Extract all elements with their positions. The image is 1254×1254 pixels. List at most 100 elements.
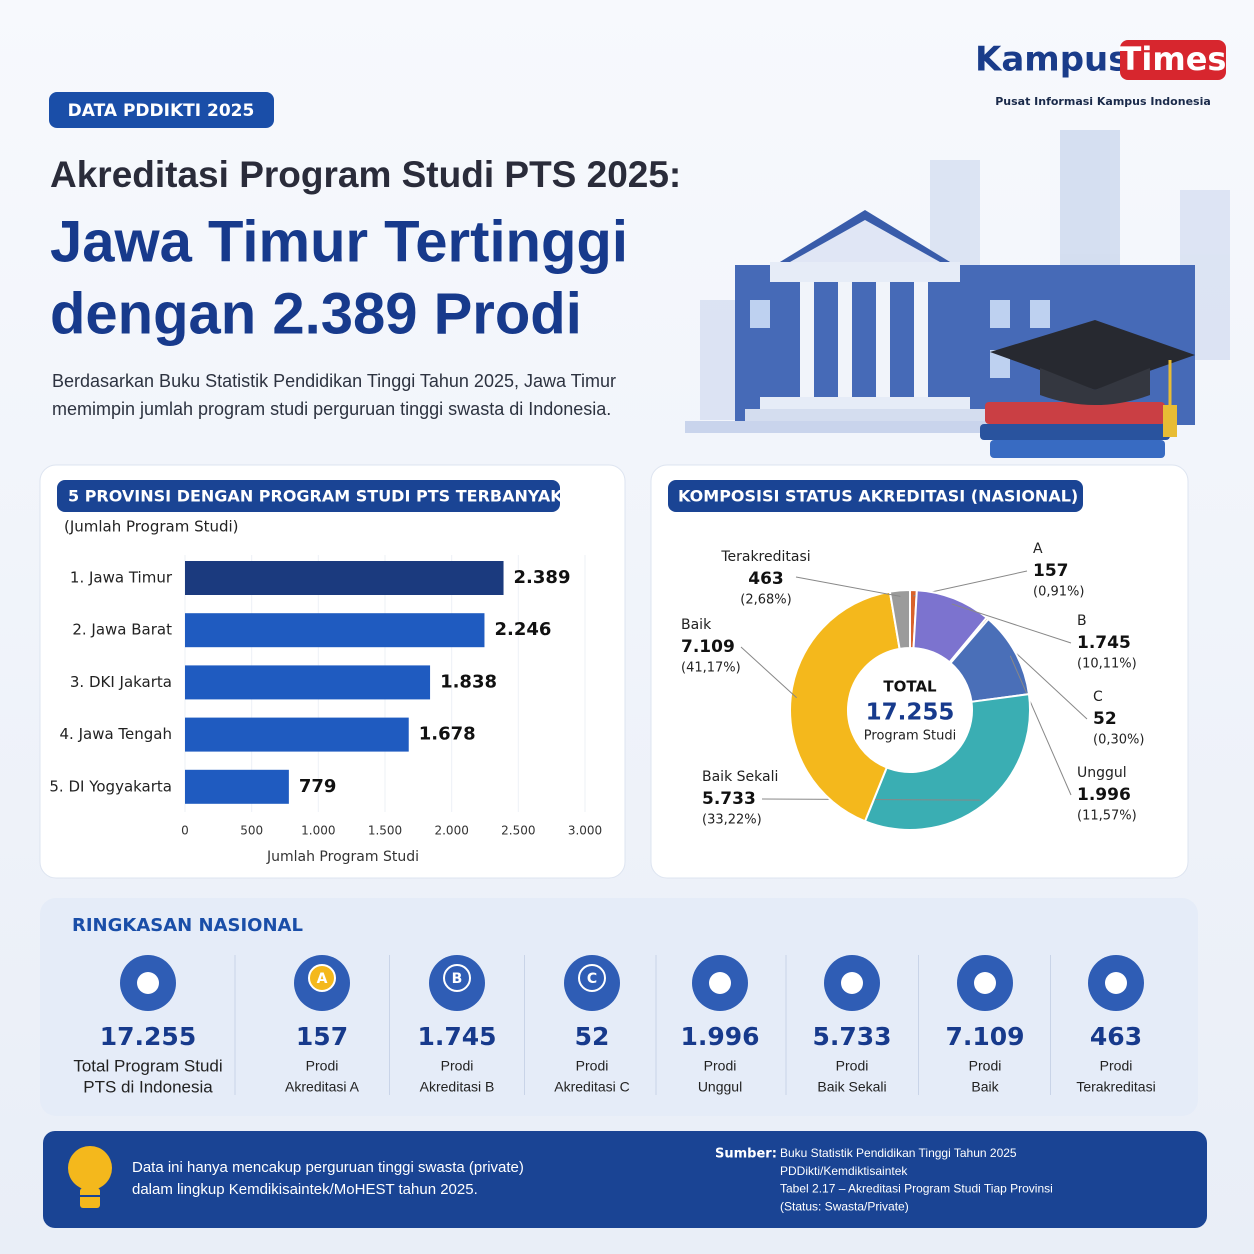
summary-caption: Baik Sekali bbox=[817, 1079, 886, 1095]
leader-line bbox=[740, 646, 797, 699]
center-caption: Program Studi bbox=[864, 729, 956, 744]
description: memimpin jumlah program studi perguruan … bbox=[52, 399, 611, 419]
segment-value: 1.996 bbox=[1077, 785, 1131, 805]
footer-note: Data ini hanya mencakup perguruan tinggi… bbox=[132, 1159, 524, 1176]
value-label: 779 bbox=[299, 776, 337, 797]
summary-panel bbox=[40, 898, 1198, 1116]
donut-panel bbox=[650, 464, 1189, 879]
bar bbox=[185, 769, 289, 804]
summary-value: 157 bbox=[296, 1022, 348, 1051]
segment-percent: (11,57%) bbox=[1077, 809, 1137, 824]
bulb-icon bbox=[68, 1146, 112, 1208]
segment-name: Terakreditasi bbox=[720, 549, 810, 565]
summary-caption: Prodi bbox=[576, 1058, 609, 1074]
segment-name: A bbox=[1033, 541, 1043, 557]
category-label: 2. Jawa Barat bbox=[72, 621, 172, 639]
icon-glyph bbox=[841, 972, 863, 994]
icon-medal bbox=[308, 964, 336, 992]
summary-caption: Prodi bbox=[1100, 1058, 1133, 1074]
summary-caption: Baik bbox=[971, 1079, 999, 1095]
footer-panel bbox=[43, 1131, 1207, 1228]
segment-value: 1.745 bbox=[1077, 633, 1131, 653]
panel-title-bg bbox=[668, 480, 1083, 512]
summary-caption: Unggul bbox=[698, 1079, 742, 1095]
category-label: 3. DKI Jakarta bbox=[70, 673, 172, 691]
segment-name: Unggul bbox=[1077, 765, 1127, 781]
icon-glyph bbox=[1105, 972, 1127, 994]
panel-subtitle: (Jumlah Program Studi) bbox=[64, 518, 239, 536]
donut-segment bbox=[863, 693, 1031, 831]
leader-line bbox=[795, 576, 901, 597]
icon-letter: B bbox=[452, 971, 463, 987]
summary-value: 5.733 bbox=[812, 1022, 891, 1051]
value-label: 2.389 bbox=[514, 567, 571, 588]
category-label: 1. Jawa Timur bbox=[70, 569, 173, 587]
summary-caption: Terakreditasi bbox=[1076, 1079, 1155, 1095]
x-axis-label: Jumlah Program Studi bbox=[266, 849, 419, 865]
summary-caption: Total Program Studi bbox=[73, 1056, 222, 1075]
footer-note: dalam lingkup Kemdikisaintek/MoHEST tahu… bbox=[132, 1181, 478, 1198]
source-line: PDDikti/Kemdiktisaintek bbox=[780, 1164, 908, 1178]
bar bbox=[185, 561, 504, 595]
description: Berdasarkan Buku Statistik Pendidikan Ti… bbox=[52, 371, 616, 391]
icon-medal bbox=[578, 964, 606, 992]
logo-right: Times bbox=[1120, 40, 1227, 78]
x-tick-label: 1.500 bbox=[368, 824, 402, 838]
summary-title: RINGKASAN NASIONAL bbox=[72, 915, 303, 936]
icon-letter: C bbox=[587, 971, 597, 987]
leader-line bbox=[1009, 655, 1072, 796]
panel-title: 5 PROVINSI DENGAN PROGRAM STUDI PTS TERB… bbox=[68, 487, 563, 506]
segment-percent: (33,22%) bbox=[702, 813, 762, 828]
segment-percent: (10,11%) bbox=[1077, 657, 1137, 672]
segment-percent: (2,68%) bbox=[740, 593, 791, 608]
value-label: 1.838 bbox=[440, 671, 497, 692]
segment-value: 463 bbox=[748, 569, 784, 589]
segment-value: 7.109 bbox=[681, 637, 735, 657]
icon-glyph bbox=[709, 972, 731, 994]
segment-percent: (0,30%) bbox=[1093, 733, 1144, 748]
building-illustration bbox=[685, 130, 1230, 458]
segment-name: Baik Sekali bbox=[702, 769, 778, 785]
segment-value: 5.733 bbox=[702, 789, 756, 809]
category-label: 4. Jawa Tengah bbox=[60, 725, 173, 743]
segment-name: C bbox=[1093, 689, 1103, 705]
segment-value: 157 bbox=[1033, 561, 1069, 581]
summary-caption: Akreditasi B bbox=[420, 1079, 495, 1095]
segment-name: Baik bbox=[681, 617, 712, 633]
title-line: dengan 2.389 Prodi bbox=[50, 281, 582, 346]
panel-title: KOMPOSISI STATUS AKREDITASI (NASIONAL) bbox=[678, 487, 1078, 506]
source-line: Buku Statistik Pendidikan Tinggi Tahun 2… bbox=[780, 1146, 1017, 1160]
icon-glyph bbox=[974, 972, 996, 994]
bar bbox=[185, 613, 485, 648]
x-tick-label: 2.500 bbox=[501, 824, 535, 838]
summary-caption: Prodi bbox=[836, 1058, 869, 1074]
segment-percent: (41,17%) bbox=[681, 661, 741, 676]
tagline: Pusat Informasi Kampus Indonesia bbox=[995, 95, 1211, 108]
summary-caption: Prodi bbox=[969, 1058, 1002, 1074]
summary-icon bbox=[564, 955, 620, 1011]
summary-caption: Prodi bbox=[704, 1058, 737, 1074]
icon-glyph bbox=[137, 972, 159, 994]
donut-segment bbox=[888, 588, 911, 651]
bar bbox=[185, 717, 409, 752]
bar bbox=[185, 665, 431, 700]
logo-left: Kampus bbox=[975, 40, 1129, 80]
segment-value: 52 bbox=[1093, 709, 1117, 729]
x-tick-label: 1.000 bbox=[301, 824, 335, 838]
summary-value: 17.255 bbox=[100, 1022, 196, 1051]
summary-caption: Akreditasi A bbox=[285, 1079, 360, 1095]
source-line: Tabel 2.17 – Akreditasi Program Studi Ti… bbox=[780, 1182, 1053, 1196]
source-line: (Status: Swasta/Private) bbox=[780, 1199, 909, 1213]
center-title: TOTAL bbox=[883, 678, 937, 696]
summary-value: 7.109 bbox=[945, 1022, 1024, 1051]
summary-value: 1.996 bbox=[680, 1022, 759, 1051]
donut-segment bbox=[789, 590, 901, 823]
summary-value: 52 bbox=[575, 1022, 610, 1051]
center-value: 17.255 bbox=[866, 700, 955, 726]
segment-name: B bbox=[1077, 613, 1087, 629]
summary-caption: Prodi bbox=[441, 1058, 474, 1074]
icon-medal bbox=[443, 964, 471, 992]
segment-percent: (0,91%) bbox=[1033, 585, 1084, 600]
summary-value: 1.745 bbox=[417, 1022, 496, 1051]
